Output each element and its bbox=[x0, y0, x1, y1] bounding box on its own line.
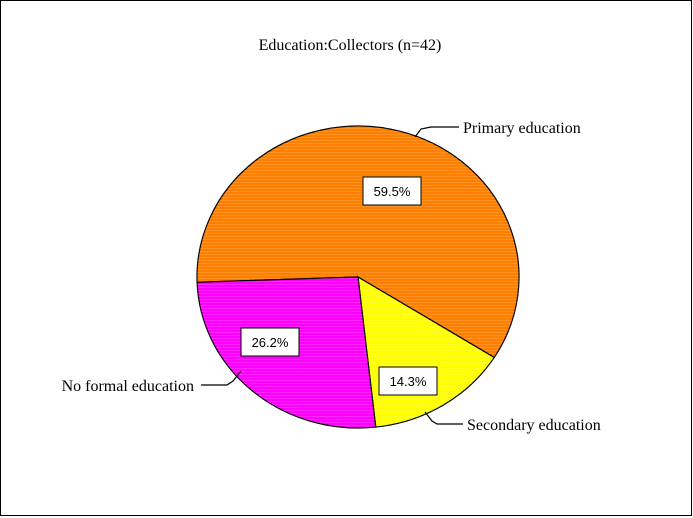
pct-label-1: 59.5% bbox=[374, 184, 411, 199]
pct-label-box-1 bbox=[362, 176, 422, 206]
pie-slice-texture-1 bbox=[197, 126, 520, 358]
slice-label-2: Secondary education bbox=[467, 417, 601, 434]
callout-line-1 bbox=[414, 126, 459, 138]
slice-label-1: Primary education bbox=[463, 120, 581, 137]
pct-label-box-3 bbox=[240, 327, 300, 357]
pct-label-box-2 bbox=[378, 366, 438, 396]
callout-line-2 bbox=[424, 411, 463, 425]
pie-callouts: 59.5% Primary education 14.3% Secondary edu… bbox=[62, 120, 601, 434]
chart-title: Education:Collectors (n=42) bbox=[259, 37, 442, 54]
slice-label-3: No formal education bbox=[62, 378, 194, 395]
pct-label-2: 14.3% bbox=[390, 374, 427, 389]
pct-label-3: 26.2% bbox=[252, 335, 289, 350]
callout-line-3 bbox=[201, 370, 242, 386]
pie-slices bbox=[196, 125, 520, 429]
